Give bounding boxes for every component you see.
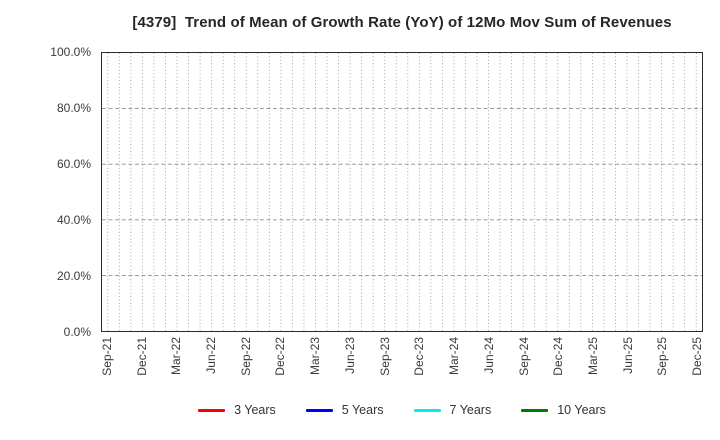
x-tick-label-text: Sep-25 (655, 337, 670, 376)
x-tick-label: Mar-24 (446, 337, 462, 395)
y-tick-label: 20.0% (56, 269, 91, 283)
y-tick-label: 0.0% (63, 325, 91, 339)
x-tick-label: Jun-25 (620, 337, 636, 395)
x-tick-label: Mar-25 (585, 337, 601, 395)
plot-area (101, 52, 703, 332)
x-tick-label: Dec-24 (550, 337, 566, 395)
legend-item-3-years: 3 Years (198, 403, 276, 417)
x-tick-label-text: Dec-25 (690, 337, 705, 376)
x-tick-label-text: Mar-24 (447, 337, 462, 376)
x-tick-label-text: Dec-21 (134, 337, 149, 376)
x-tick-label: Jun-22 (203, 337, 219, 395)
x-tick-label-text: Mar-23 (308, 337, 323, 376)
legend-line-swatch (413, 408, 441, 412)
x-tick-label: Dec-25 (689, 337, 705, 395)
legend-label: 5 Years (341, 403, 384, 417)
y-tick-label: 60.0% (56, 157, 91, 171)
x-tick-label: Sep-24 (516, 337, 532, 395)
x-tick-label-text: Dec-24 (551, 337, 566, 376)
x-tick-label-text: Jun-24 (481, 337, 496, 374)
y-tick-label: 100.0% (50, 45, 91, 59)
x-tick-label-text: Mar-22 (169, 337, 184, 376)
x-tick-label: Sep-23 (377, 337, 393, 395)
x-tick-label: Dec-23 (411, 337, 427, 395)
legend-label: 10 Years (557, 403, 606, 417)
y-axis-tick-labels: 0.0% 20.0% 40.0% 60.0% 80.0% 100.0% (0, 0, 96, 440)
x-tick-label: Mar-23 (307, 337, 323, 395)
x-tick-label: Dec-21 (134, 337, 150, 395)
y-tick-label: 80.0% (56, 101, 91, 115)
x-tick-label-text: Dec-23 (412, 337, 427, 376)
x-tick-label-text: Jun-25 (620, 337, 635, 374)
x-tick-label: Mar-22 (168, 337, 184, 395)
x-tick-label-text: Jun-22 (203, 337, 218, 374)
x-tick-label-text: Jun-23 (342, 337, 357, 374)
x-tick-label-text: Mar-25 (586, 337, 601, 376)
grid-lines (102, 53, 702, 331)
x-tick-label: Sep-21 (99, 337, 115, 395)
legend-item-5-years: 5 Years (305, 403, 384, 417)
x-tick-label: Dec-22 (272, 337, 288, 395)
legend-line-swatch (198, 408, 226, 412)
x-tick-label: Sep-25 (654, 337, 670, 395)
legend: 3 Years 5 Years 7 Years 10 Years (101, 403, 703, 417)
legend-item-10-years: 10 Years (521, 403, 606, 417)
x-tick-label-text: Dec-22 (273, 337, 288, 376)
x-tick-label-text: Sep-22 (238, 337, 253, 376)
x-tick-label-text: Sep-23 (377, 337, 392, 376)
legend-label: 3 Years (234, 403, 276, 417)
legend-label: 7 Years (449, 403, 492, 417)
y-tick-label: 40.0% (56, 213, 91, 227)
x-tick-label-text: Sep-21 (99, 337, 114, 376)
chart-title: [4379] Trend of Mean of Growth Rate (YoY… (132, 14, 672, 31)
legend-line-swatch (521, 408, 549, 412)
x-tick-label: Jun-23 (342, 337, 358, 395)
x-tick-label: Sep-22 (238, 337, 254, 395)
legend-line-swatch (305, 408, 333, 412)
x-tick-label-text: Sep-24 (516, 337, 531, 376)
legend-item-7-years: 7 Years (413, 403, 492, 417)
x-tick-label: Jun-24 (481, 337, 497, 395)
